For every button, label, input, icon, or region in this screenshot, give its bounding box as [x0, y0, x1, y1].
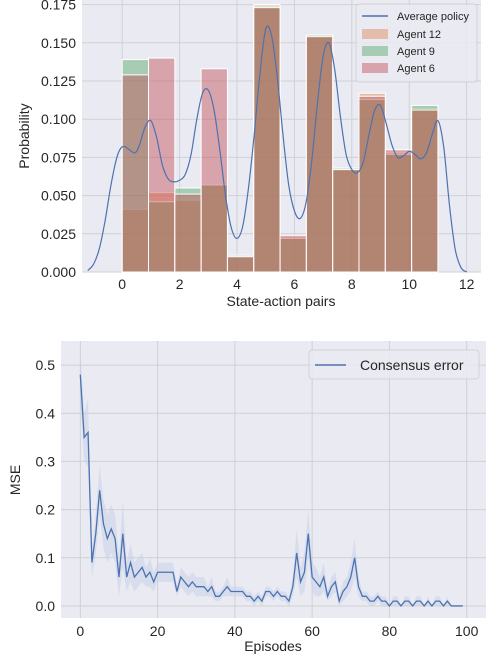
- histogram-x-tick-label: 2: [176, 276, 184, 292]
- bar-agent-6: [384, 149, 413, 273]
- legend-agent-9-label: Agent 9: [397, 46, 435, 58]
- legend-agent-6-label: Agent 6: [397, 63, 435, 75]
- bar-agent-6: [121, 74, 150, 273]
- bar-agent-6: [174, 193, 202, 273]
- histogram-x-tick-label: 10: [401, 276, 417, 292]
- histogram-y-tick-label: 0.025: [41, 226, 76, 242]
- bar-agent-6: [411, 109, 439, 273]
- consensus-y-tick-label: 0.3: [36, 453, 56, 469]
- histogram-y-tick-label: 0.175: [41, 0, 76, 13]
- consensus-error-confidence-band: [80, 350, 463, 606]
- consensus-x-tick-label: 60: [304, 623, 320, 639]
- histogram-bars: [121, 4, 439, 273]
- consensus-y-tick-label: 0.4: [36, 405, 56, 421]
- legend-average-policy-label: Average policy: [397, 11, 469, 23]
- bar-agent-12: [411, 107, 439, 273]
- consensus-x-tick-label: 20: [150, 623, 166, 639]
- bar-agent-9: [174, 187, 202, 273]
- histogram-x-tick-labels: 0 2 4 6 8 10 12: [118, 276, 474, 292]
- histogram-x-tick-label: 6: [291, 276, 299, 292]
- legend-agent-6-swatch: [362, 63, 388, 73]
- consensus-error-chart: 0.0 0.1 0.2 0.3 0.4 0.5 0 20 40 60 80 100 Episodes…: [7, 341, 486, 654]
- legend-agent-12-label: Agent 12: [397, 29, 441, 41]
- histogram-x-tick-label: 8: [348, 276, 356, 292]
- histogram-x-tick-label: 4: [233, 276, 241, 292]
- histogram-y-tick-label: 0.100: [41, 111, 76, 127]
- bar-agent-9: [148, 201, 176, 273]
- histogram-x-tick-label: 12: [459, 276, 475, 292]
- bar-agent-6: [200, 68, 228, 273]
- histogram-x-tick-label: 0: [118, 276, 126, 292]
- histogram-legend: Average policy Agent 12 Agent 9 Agent 6: [355, 3, 478, 83]
- histogram-y-tick-label: 0.050: [41, 188, 76, 204]
- histogram-x-axis-label: State-action pairs: [227, 293, 336, 309]
- consensus-x-tick-label: 0: [76, 623, 84, 639]
- bar-agent-6: [279, 234, 307, 273]
- histogram-y-tick-labels: 0.000 0.025 0.050 0.075 0.100 0.125 0.150 0.175: [41, 0, 76, 280]
- bar-agent-6: [148, 57, 176, 273]
- consensus-y-tick-label: 0.0: [36, 598, 56, 614]
- consensus-y-tick-label: 0.2: [36, 502, 56, 518]
- bar-agent-6: [226, 256, 255, 273]
- consensus-x-tick-label: 100: [455, 623, 479, 639]
- bar-agent-6: [305, 36, 334, 273]
- consensus-x-tick-labels: 0 20 40 60 80 100: [76, 623, 478, 639]
- bar-agent-12: [332, 169, 360, 273]
- histogram-chart: 0.000 0.025 0.050 0.075 0.100 0.125 0.150 0.175…: [16, 0, 481, 309]
- consensus-x-axis-label: Episodes: [244, 638, 302, 654]
- consensus-error-line: [79, 374, 463, 607]
- histogram-y-tick-label: 0.125: [41, 73, 76, 89]
- legend-agent-12-swatch: [362, 29, 388, 39]
- consensus-y-axis-label: MSE: [7, 465, 23, 495]
- bar-agent-6: [253, 7, 281, 273]
- bar-agent-9: [332, 167, 360, 273]
- histogram-y-axis-label: Probability: [16, 103, 32, 168]
- consensus-y-tick-label: 0.5: [36, 357, 56, 373]
- bar-agent-9: [384, 153, 413, 273]
- consensus-x-tick-label: 40: [227, 623, 243, 639]
- consensus-legend-box: [308, 349, 480, 380]
- bar-agent-9: [253, 5, 281, 273]
- bar-agent-9: [279, 237, 307, 273]
- histogram-y-tick-label: 0.150: [41, 35, 76, 51]
- bar-agent-9: [121, 59, 150, 273]
- consensus-x-tick-label: 80: [382, 623, 398, 639]
- consensus-legend: Consensus error: [308, 349, 480, 380]
- histogram-y-tick-label: 0.000: [41, 264, 76, 280]
- histogram-legend-box: [355, 3, 478, 83]
- bar-agent-9: [305, 34, 334, 273]
- consensus-y-tick-label: 0.1: [36, 550, 56, 566]
- bar-agent-9: [200, 184, 228, 273]
- bar-agent-6: [332, 169, 360, 273]
- legend-agent-9-swatch: [362, 46, 388, 56]
- histogram-y-tick-label: 0.075: [41, 149, 76, 165]
- average-policy-line: [87, 25, 468, 273]
- consensus-y-tick-labels: 0.0 0.1 0.2 0.3 0.4 0.5: [36, 357, 56, 614]
- bar-agent-12: [148, 192, 176, 273]
- bar-agent-12: [253, 4, 281, 273]
- bar-agent-6: [358, 95, 386, 273]
- legend-consensus-error-label: Consensus error: [360, 357, 464, 373]
